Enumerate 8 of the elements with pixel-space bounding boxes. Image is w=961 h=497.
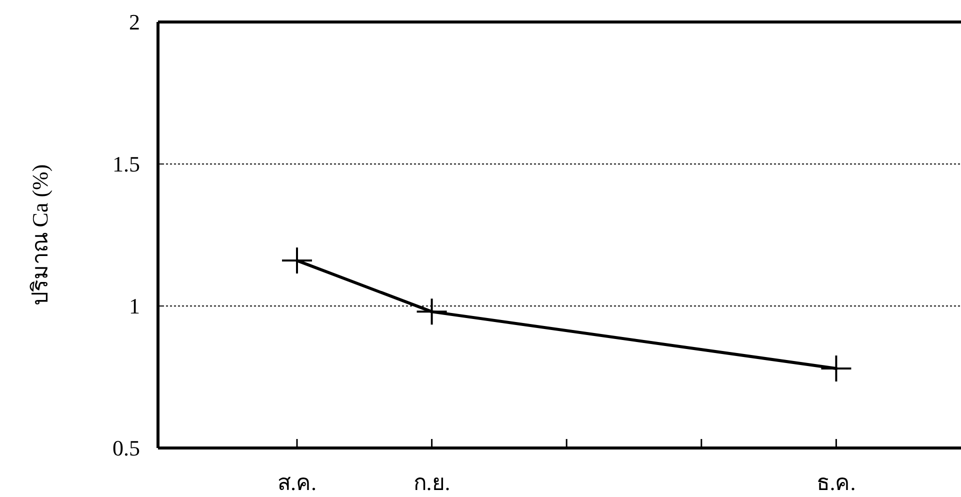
x-tick-label: ส.ค. <box>278 470 316 495</box>
y-tick-label: 2 <box>129 10 140 34</box>
y-tick-label: 0.5 <box>112 436 140 460</box>
y-tick-label: 1 <box>129 294 140 318</box>
y-axis-title: ปริมาณ Ca (%) <box>28 164 52 306</box>
y-tick-label: 1.5 <box>112 152 140 176</box>
x-tick-label: ก.ย. <box>413 470 450 495</box>
x-tick-label: ธ.ค. <box>816 470 856 495</box>
